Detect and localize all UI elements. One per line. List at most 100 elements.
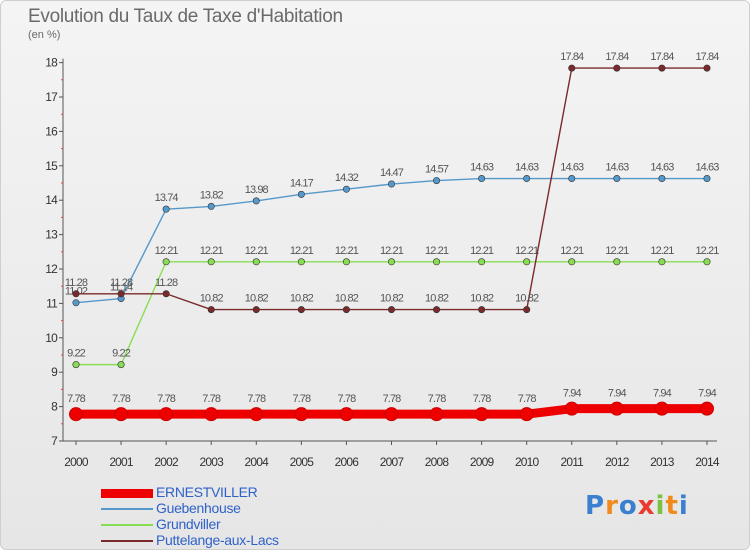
- data-point: [564, 401, 579, 416]
- data-label: 13.74: [155, 192, 179, 204]
- data-point: [523, 175, 531, 183]
- data-point: [703, 258, 711, 266]
- y-tick-label: 15: [45, 159, 58, 173]
- data-point: [342, 185, 350, 193]
- data-label: 17.84: [605, 51, 629, 63]
- logo-letter: o: [618, 491, 638, 521]
- x-tick-label: 2006: [335, 455, 360, 469]
- data-point: [523, 258, 531, 266]
- data-point: [207, 202, 215, 210]
- data-point: [703, 175, 711, 183]
- x-tick-label: 2001: [109, 455, 134, 469]
- data-point: [297, 190, 305, 198]
- data-label: 10.82: [380, 293, 404, 305]
- data-label: 10.82: [335, 293, 359, 305]
- data-label: 13.98: [245, 184, 269, 196]
- data-point: [387, 258, 395, 266]
- data-label: 7.78: [247, 393, 266, 405]
- data-label: 9.22: [67, 348, 86, 360]
- legend-label: Guebenhouse: [156, 500, 241, 516]
- legend-swatch: [101, 489, 153, 498]
- series-line: [76, 67, 707, 311]
- data-point: [72, 299, 80, 307]
- data-point: [433, 258, 441, 266]
- data-label: 14.63: [695, 162, 719, 174]
- data-label: 12.21: [470, 245, 494, 257]
- data-point: [294, 407, 309, 422]
- data-point: [342, 258, 350, 266]
- data-point: [658, 258, 666, 266]
- data-label: 7.78: [202, 393, 221, 405]
- data-point: [387, 180, 395, 188]
- y-tick-label: 17: [45, 90, 58, 104]
- series-grundviller: 9.22 9.22 12.21 12.21 12.21 12.21 12.21 12.21 12…: [67, 245, 720, 369]
- y-tick-label: 16: [45, 124, 58, 138]
- data-label: 7.78: [112, 393, 131, 405]
- logo-letter: i: [655, 491, 666, 521]
- data-point: [297, 306, 305, 314]
- data-point: [162, 290, 170, 298]
- data-point: [72, 361, 80, 369]
- data-label: 17.84: [560, 51, 584, 63]
- data-label: 14.63: [515, 162, 539, 174]
- data-label: 7.78: [338, 393, 357, 405]
- y-tick-label: 11: [46, 296, 58, 310]
- data-point: [207, 306, 215, 314]
- data-label: 7.94: [653, 388, 672, 400]
- x-tick-label: 2009: [470, 455, 495, 469]
- data-point: [204, 407, 219, 422]
- x-tick-label: 2011: [560, 455, 584, 469]
- data-point: [478, 306, 486, 314]
- data-point: [613, 258, 621, 266]
- x-tick-label: 2005: [290, 455, 315, 469]
- data-label: 10.82: [200, 293, 224, 305]
- data-label: 11.14: [110, 282, 133, 294]
- data-label: 7.94: [698, 388, 717, 400]
- data-label: 14.47: [380, 167, 404, 179]
- data-label: 13.82: [200, 189, 224, 201]
- x-tick-label: 2010: [515, 455, 540, 469]
- data-point: [478, 175, 486, 183]
- logo-letter: i: [678, 491, 689, 521]
- data-point: [658, 64, 666, 72]
- data-point: [207, 258, 215, 266]
- data-label: 7.78: [292, 393, 311, 405]
- data-label: 10.82: [290, 293, 314, 305]
- data-point: [613, 64, 621, 72]
- x-tick-label: 2013: [650, 455, 675, 469]
- data-label: 7.94: [608, 388, 627, 400]
- data-point: [252, 258, 260, 266]
- data-point: [387, 306, 395, 314]
- data-point: [72, 290, 80, 298]
- data-point: [703, 64, 711, 72]
- series-guebenhouse: 11.0211.1413.7413.8213.9814.1714.3214.47…: [65, 162, 720, 307]
- legend-label: ERNESTVILLER: [156, 484, 258, 500]
- series-ernestviller: 7.78 7.78 7.78 7.78 7.78 7.78 7.78 7.78 7.78 7.78…: [67, 388, 718, 422]
- data-point: [568, 258, 576, 266]
- data-point: [384, 407, 399, 422]
- data-point: [429, 407, 444, 422]
- x-tick-label: 2012: [605, 455, 630, 469]
- data-label: 14.63: [650, 162, 674, 174]
- logo-letter: P: [585, 491, 606, 521]
- legend-swatch: [101, 540, 153, 542]
- data-point: [658, 175, 666, 183]
- series-puttelange-aux-lacs: 11.28 11.28 11.28 10.82 10.82 10.82 10.82 10.82…: [65, 51, 720, 314]
- y-tick-label: 9: [51, 365, 58, 379]
- data-label: 9.22: [112, 348, 131, 360]
- data-label: 12.21: [425, 245, 449, 257]
- legend-label: Puttelange-aux-Lacs: [156, 532, 279, 548]
- legend-label: Grundviller: [156, 516, 221, 532]
- y-tick-label: 8: [51, 400, 58, 414]
- x-tick-label: 2002: [154, 455, 179, 469]
- x-tick-label: 2000: [64, 455, 89, 469]
- data-point: [339, 407, 354, 422]
- data-point: [297, 258, 305, 266]
- data-point: [252, 306, 260, 314]
- data-label: 12.21: [155, 245, 179, 257]
- data-label: 7.94: [563, 388, 582, 400]
- data-point: [249, 407, 264, 422]
- legend-swatch: [101, 524, 153, 526]
- data-point: [114, 407, 129, 422]
